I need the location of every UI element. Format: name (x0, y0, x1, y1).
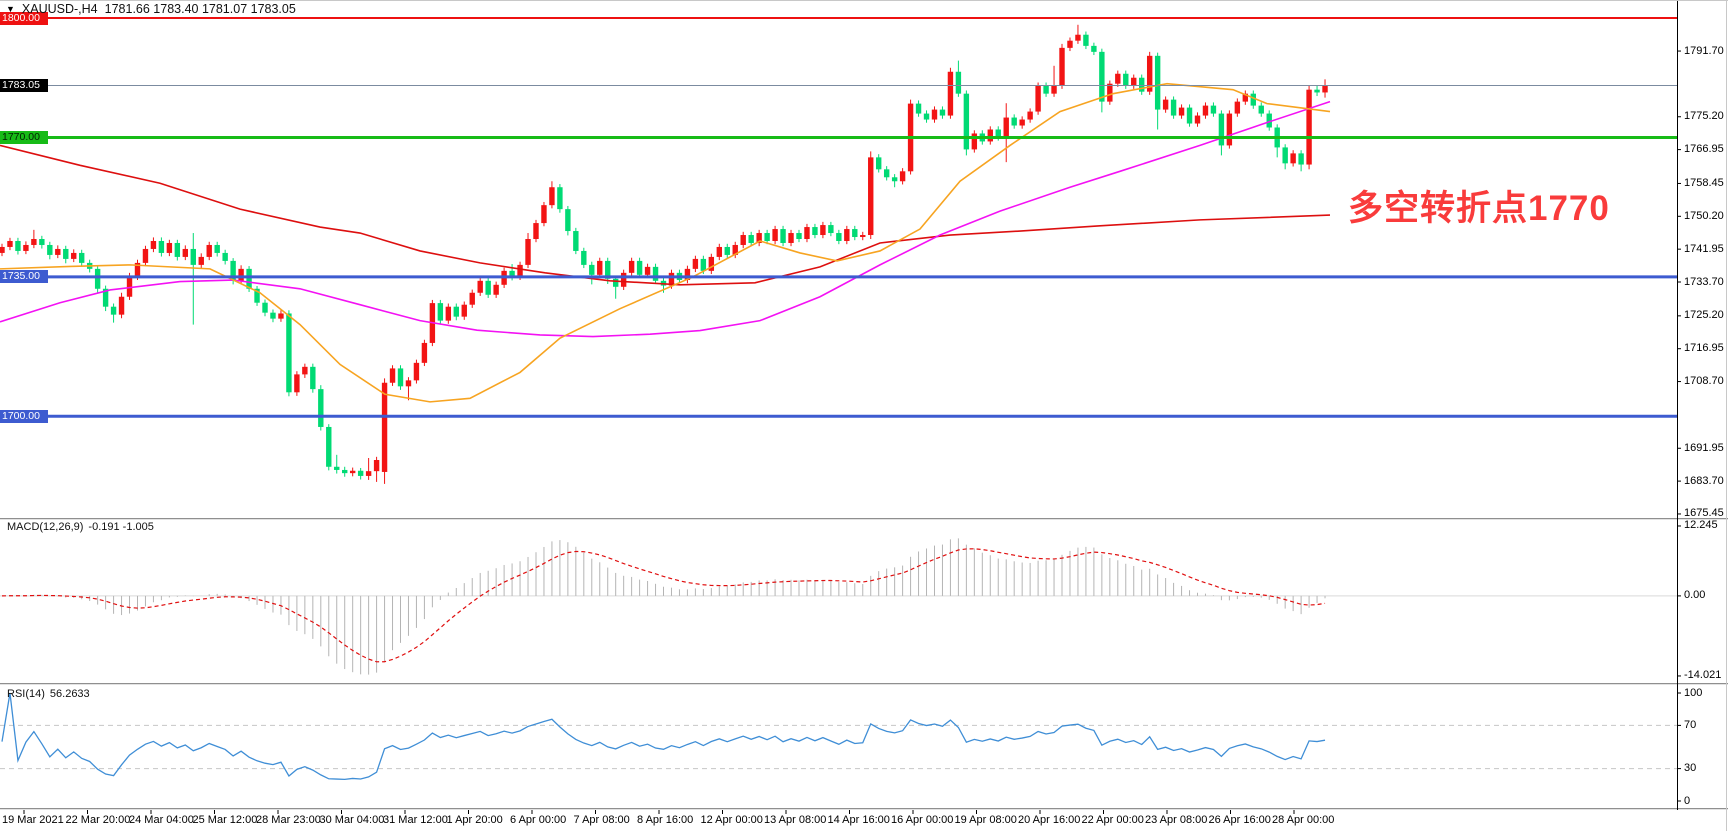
price-tick-label: 1691.95 (1684, 441, 1724, 454)
price-tick-label: 1750.20 (1684, 209, 1724, 222)
price-tick-label: 1766.95 (1684, 143, 1724, 156)
price-tick-label: 1708.70 (1684, 375, 1724, 388)
time-axis-label: 23 Apr 08:00 (1145, 814, 1208, 826)
time-axis-label: 12 Apr 00:00 (700, 814, 763, 826)
price-tick-label: 1775.20 (1684, 110, 1724, 123)
price-tick-label: 1683.70 (1684, 474, 1724, 487)
price-chip-1800.00: 1800.00 (0, 11, 48, 25)
price-tick-label: 1791.70 (1684, 44, 1724, 57)
time-axis-label: 31 Mar 12:00 (383, 814, 448, 826)
ma-slow-red (0, 144, 1331, 286)
rsi-value: 56.2633 (49, 688, 90, 700)
price-chip-1700.00: 1700.00 (0, 409, 48, 423)
macd-scale-label: 12.245 (1684, 519, 1718, 532)
rsi-scale-label: 30 (1684, 762, 1697, 775)
time-axis-label: 28 Mar 23:00 (256, 814, 321, 826)
time-axis-label: 7 Apr 08:00 (573, 814, 630, 826)
price-chip-1735.00: 1735.00 (0, 270, 48, 284)
price-chip-1783.05: 1783.05 (0, 78, 48, 92)
macd-signal-line (1, 548, 1326, 663)
price-tick-label: 1741.95 (1684, 242, 1724, 255)
macd-values: -0.191 -1.005 (88, 521, 154, 533)
symbol-quote-bar: ▼ XAUUSD-,H4 1781.66 1783.40 1781.07 178… (6, 2, 296, 16)
price-tick-label: 1716.95 (1684, 342, 1724, 355)
ohlc-quote-label: 1781.66 1783.40 1781.07 1783.05 (104, 2, 296, 16)
ma-fast-orange (0, 82, 1331, 403)
rsi-name: RSI(14) (7, 688, 45, 700)
time-axis-label: 19 Apr 08:00 (954, 814, 1017, 826)
time-axis-label: 26 Apr 16:00 (1208, 814, 1271, 826)
time-axis-label: 19 Mar 2021 (2, 814, 64, 826)
time-axis-label: 16 Apr 00:00 (891, 814, 954, 826)
time-axis-label: 14 Apr 16:00 (827, 814, 890, 826)
rsi-line (1, 692, 1326, 781)
macd-histogram (9, 538, 1326, 675)
macd-scale-label: 0.00 (1684, 589, 1706, 602)
price-tick-label: 1733.70 (1684, 275, 1724, 288)
symbol-period-label: XAUUSD-,H4 (21, 2, 98, 16)
time-axis-label: 1 Apr 20:00 (446, 814, 503, 826)
macd-indicator-label: MACD(12,26,9) -0.191 -1.005 (7, 521, 159, 533)
time-axis-label: 22 Mar 20:00 (65, 814, 131, 826)
chart-annotation: 多空转折点1770 (1348, 189, 1610, 228)
macd-scale-label: -14.021 (1684, 669, 1722, 682)
price-chip-1770.00: 1770.00 (0, 130, 48, 144)
rsi-scale-label: 100 (1684, 686, 1703, 699)
time-axis-label: 8 Apr 16:00 (637, 814, 694, 826)
time-axis-label: 22 Apr 00:00 (1081, 814, 1144, 826)
rsi-scale-label: 0 (1684, 794, 1691, 807)
time-axis-label: 24 Mar 04:00 (129, 814, 194, 826)
price-tick-label: 1758.45 (1684, 176, 1724, 189)
price-tick-label: 1675.45 (1684, 507, 1724, 520)
rsi-scale-label: 70 (1684, 718, 1697, 731)
time-axis-label: 20 Apr 16:00 (1018, 814, 1081, 826)
time-axis-label: 25 Mar 12:00 (192, 814, 258, 826)
time-axis-label: 6 Apr 00:00 (510, 814, 567, 826)
ma-mid-magenta (0, 100, 1331, 338)
time-axis-label: 30 Mar 04:00 (319, 814, 385, 826)
time-axis-label: 13 Apr 08:00 (764, 814, 827, 826)
macd-name: MACD(12,26,9) (7, 521, 84, 533)
symbol-dropdown-icon[interactable]: ▼ (6, 4, 15, 14)
rsi-indicator-label: RSI(14) 56.2633 (7, 688, 95, 700)
price-tick-label: 1725.20 (1684, 309, 1724, 322)
time-axis-label: 28 Apr 00:00 (1272, 814, 1335, 826)
